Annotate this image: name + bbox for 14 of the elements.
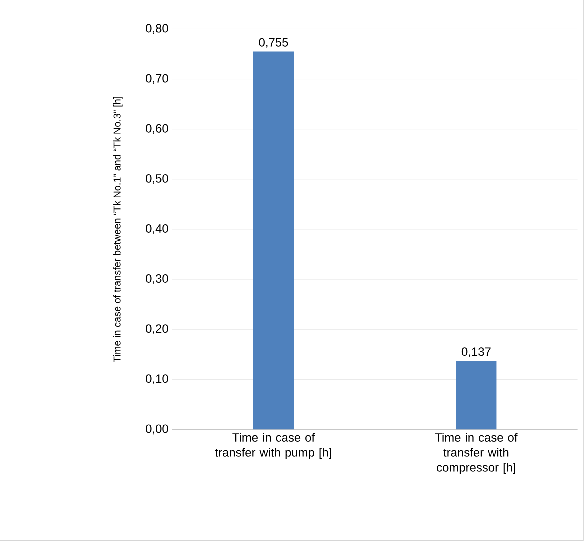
y-tick-label: 0,70 — [146, 74, 168, 84]
y-tick-label: 0,00 — [146, 424, 168, 435]
y-tick-label: 0,60 — [146, 124, 168, 134]
y-axis-title: Time in case of transfer between “Tk No.1” and “Tk No.3” [h] — [114, 97, 123, 362]
y-tick-label: 0,30 — [146, 274, 168, 284]
data-label: 0,137 — [462, 348, 491, 358]
data-label: 0,755 — [259, 38, 288, 48]
y-tick-label: 0,80 — [146, 24, 168, 34]
x-tick-label: Time in case of transfer with compressor [h] — [435, 433, 518, 474]
x-tick-label: Time in case of transfer with pump [h] — [215, 433, 332, 460]
y-tick-label: 0,20 — [146, 324, 168, 334]
y-tick-label: 0,10 — [146, 374, 168, 385]
y-tick-label: 0,40 — [146, 224, 168, 234]
y-tick-label: 0,50 — [146, 174, 168, 184]
